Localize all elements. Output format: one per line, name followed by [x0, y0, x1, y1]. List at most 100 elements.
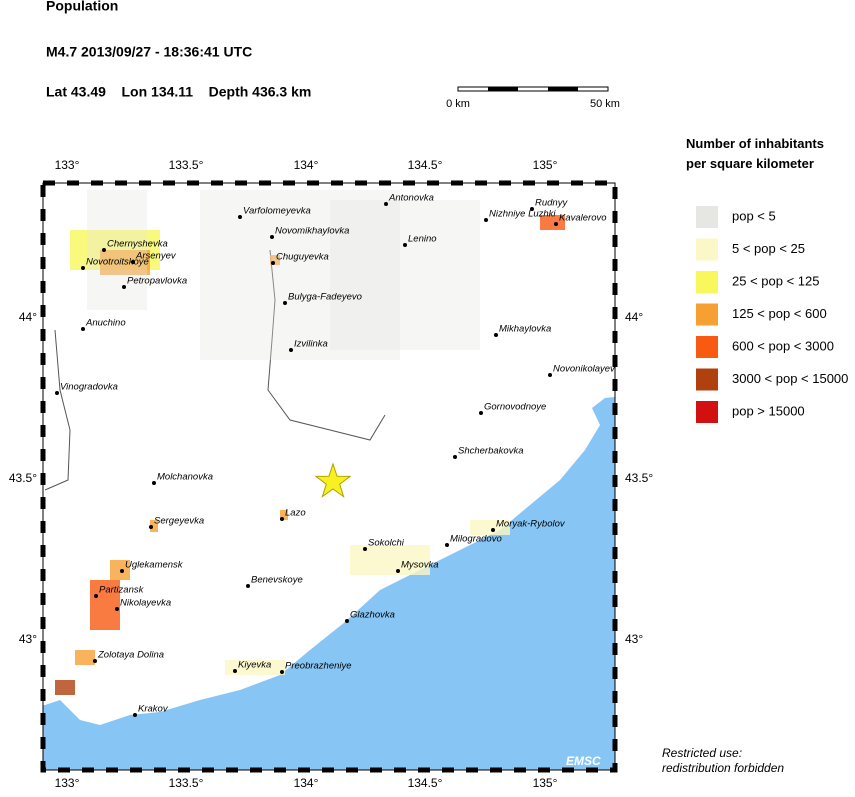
city-dot	[453, 455, 457, 459]
population-patch	[110, 560, 130, 580]
city-label: Novonikolayevsk	[553, 364, 626, 375]
city-label: Lazo	[285, 508, 306, 519]
city-label: Mysovka	[401, 560, 438, 571]
city-dot	[403, 243, 407, 247]
city-dot	[548, 373, 552, 377]
city-dot	[280, 517, 284, 521]
legend-swatch	[696, 368, 718, 391]
population-patch	[540, 215, 565, 230]
lon-label: 133.5°	[169, 158, 204, 172]
city-label: Chernyshevka	[107, 239, 168, 250]
notice: Restricted use: redistribution forbidden	[662, 746, 784, 775]
city-dot	[271, 261, 275, 265]
city-dot	[396, 569, 400, 573]
city-label: Bulyga-Fadeyevo	[288, 292, 362, 303]
badge: EMSC	[566, 754, 601, 768]
city-dot	[289, 348, 293, 352]
legend-swatch	[696, 238, 718, 261]
city-dot	[494, 333, 498, 337]
city-dot	[280, 670, 284, 674]
legend-label: pop < 5	[732, 208, 776, 223]
city-label: Arsenyev	[135, 251, 177, 262]
lon-label: 135°	[533, 158, 558, 172]
city-label: Partizansk	[99, 585, 145, 596]
city-label: Sokolchi	[368, 538, 405, 549]
legend-label: pop > 15000	[732, 403, 805, 418]
city-label: Mikhaylovka	[499, 324, 551, 335]
legend-label: 5 < pop < 25	[732, 241, 805, 256]
city-label: Kiyevka	[238, 660, 271, 671]
city-label: Milogradovo	[450, 534, 502, 545]
lon-label: 135°	[533, 776, 558, 790]
city-dot	[81, 327, 85, 331]
city-label: Petropavlovka	[127, 276, 187, 287]
city-label: Rudnyy	[535, 198, 568, 209]
lat-label: 43.5°	[625, 471, 653, 485]
city-dot	[345, 619, 349, 623]
lat-label: 44°	[19, 310, 37, 324]
city-label: Preobrazheniye	[285, 661, 352, 672]
city-label: Kavalerovo	[559, 213, 607, 224]
event: M4.7 2013/09/27 - 18:36:41 UTC	[46, 44, 252, 60]
city-label: Nizhniye Luzhki	[489, 209, 556, 220]
city-dot	[238, 215, 242, 219]
map-frame-ticks	[40, 180, 618, 773]
city-dot	[554, 222, 558, 226]
city-dot	[122, 285, 126, 289]
lon-label: 133.5°	[169, 776, 204, 790]
city-label: Benevskoye	[251, 575, 303, 586]
population-patch	[270, 255, 280, 265]
city-dot	[363, 547, 367, 551]
city-dot	[81, 266, 85, 270]
city-label: Chuguyevka	[276, 252, 329, 263]
scale-bar: 0 km 50 km	[446, 86, 620, 110]
legend-swatch	[696, 401, 718, 423]
legend-label: 25 < pop < 125	[732, 273, 819, 288]
city-label: Molchanovka	[157, 472, 213, 483]
city-label: Novotroitskoye	[86, 257, 149, 268]
city-dot	[384, 202, 388, 206]
city-dot	[55, 391, 59, 395]
city-dot	[246, 584, 250, 588]
city-dot	[149, 525, 153, 529]
population-patch	[87, 190, 147, 310]
population-patch	[75, 650, 95, 665]
population-patch	[200, 190, 400, 360]
legend-swatch	[696, 271, 718, 293]
location: Lat 43.49 Lon 134.11 Depth 436.3 km	[46, 84, 311, 100]
lat-label: 43.5°	[9, 471, 37, 485]
city-dot	[270, 235, 274, 239]
city-dot	[484, 218, 488, 222]
city-dot	[94, 594, 98, 598]
city-label: Izvilinka	[294, 339, 328, 350]
city-dot	[479, 411, 483, 415]
legend-label: 600 < pop < 3000	[732, 338, 834, 353]
population-patch	[330, 200, 480, 350]
population-patch	[280, 510, 288, 520]
city-label: Sergeyevka	[154, 516, 204, 527]
population-patch	[55, 680, 75, 695]
city-dot	[133, 713, 137, 717]
legend-swatch	[696, 206, 718, 228]
population-patch	[225, 660, 285, 675]
legend-label: 125 < pop < 600	[732, 306, 827, 321]
city-label: Glazhovka	[350, 610, 395, 621]
legend-swatch	[696, 303, 718, 326]
city-label: Lenino	[408, 234, 437, 245]
lon-label: 133°	[55, 776, 80, 790]
legend-swatch	[696, 336, 718, 358]
city-dot	[283, 301, 287, 305]
city-dot	[445, 543, 449, 547]
city-label: Shcherbakovka	[458, 446, 523, 457]
lat-label: 44°	[625, 310, 643, 324]
lon-label: 133°	[55, 158, 80, 172]
population-patch	[90, 580, 120, 630]
city-label: Novomikhaylovka	[275, 226, 349, 237]
lon-label: 134°	[294, 776, 319, 790]
city-dot	[120, 569, 124, 573]
city-dot	[491, 528, 495, 532]
legend-label: 3000 < pop < 15000	[732, 371, 848, 386]
lon-label: 134.5°	[408, 158, 443, 172]
